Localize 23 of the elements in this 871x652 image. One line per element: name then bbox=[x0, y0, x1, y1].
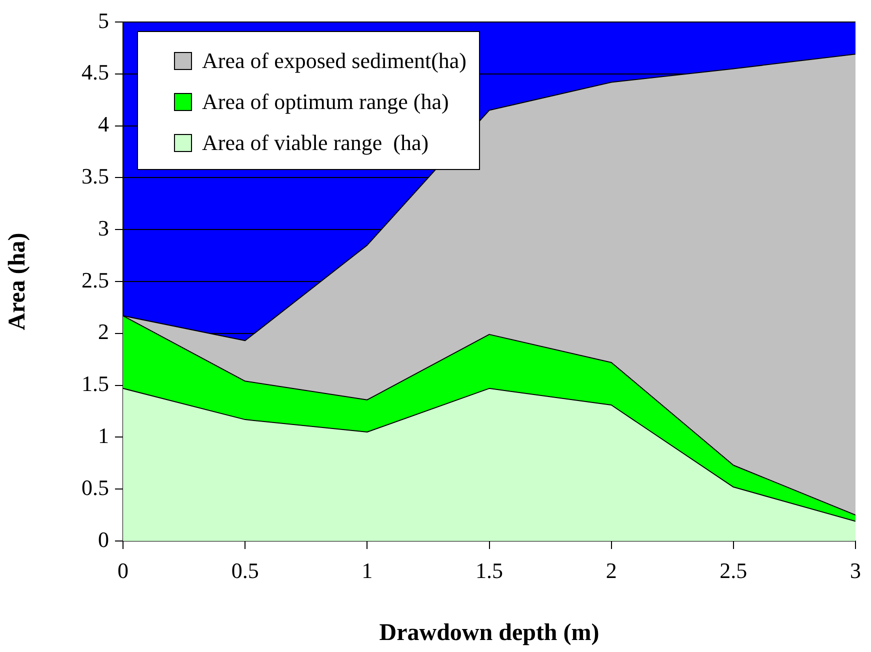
legend-label: Area of exposed sediment(ha) bbox=[202, 47, 467, 75]
x-tick-label: 2.5 bbox=[720, 558, 748, 583]
y-tick-label: 1 bbox=[98, 422, 109, 448]
y-tick-label: 2.5 bbox=[82, 267, 109, 292]
x-tick-label: 0 bbox=[118, 558, 128, 583]
x-tick-label: 0.5 bbox=[231, 558, 259, 583]
x-tick-label: 3 bbox=[850, 558, 861, 583]
y-tick-label: 3.5 bbox=[82, 163, 109, 188]
y-tick-label: 5 bbox=[98, 8, 109, 33]
y-tick-label: 4 bbox=[98, 112, 109, 137]
y-tick-label: 3 bbox=[98, 215, 109, 240]
y-tick-label: 4.5 bbox=[82, 60, 109, 85]
y-axis-title: Area (ha) bbox=[4, 232, 31, 330]
x-axis-title: Drawdown depth (m) bbox=[379, 620, 600, 646]
legend-label: Area of viable range (ha) bbox=[202, 129, 429, 157]
y-tick-label: 0.5 bbox=[82, 474, 109, 500]
y-tick-label: 1.5 bbox=[82, 371, 109, 396]
y-tick-label: 0 bbox=[98, 526, 109, 552]
x-tick-label: 1.5 bbox=[476, 558, 503, 583]
y-tick-label: 2 bbox=[98, 319, 109, 344]
x-tick-label: 1 bbox=[362, 558, 373, 583]
x-tick-label: 2 bbox=[606, 558, 617, 583]
legend-label: Area of optimum range (ha) bbox=[202, 88, 449, 116]
